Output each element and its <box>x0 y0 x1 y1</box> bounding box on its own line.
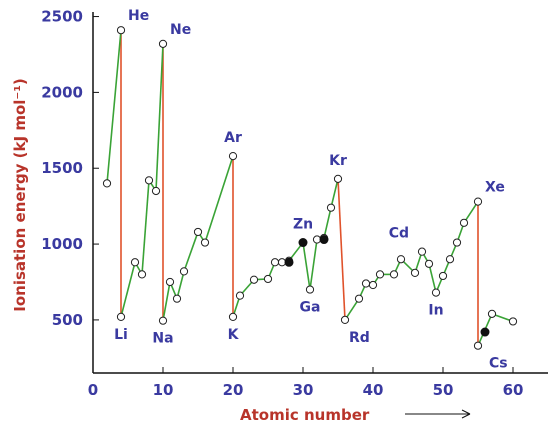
element-label: Ga <box>300 300 321 316</box>
x-tick-label: 50 <box>433 381 454 399</box>
series-segment <box>323 207 332 239</box>
data-point <box>305 285 315 294</box>
series-segment <box>330 178 339 208</box>
data-point <box>158 39 168 48</box>
element-label: Na <box>152 331 173 347</box>
series-segment <box>106 30 122 184</box>
data-point-filled <box>480 327 490 337</box>
series-segment <box>463 201 479 224</box>
x-axis-title: Atomic number <box>240 406 370 424</box>
element-label: Xe <box>485 180 505 196</box>
series-segment <box>176 271 185 299</box>
x-tick-label: 20 <box>223 381 244 399</box>
y-tick-label: 2500 <box>41 8 83 26</box>
data-point <box>151 186 161 196</box>
element-label: Ne <box>170 22 191 38</box>
data-point <box>179 267 189 276</box>
data-point <box>144 176 154 185</box>
element-label: Cd <box>389 226 409 242</box>
element-label: Cs <box>489 356 508 372</box>
series-line <box>106 30 514 347</box>
data-point <box>361 279 371 288</box>
element-label: K <box>228 327 240 343</box>
x-tick-label: 0 <box>88 381 98 399</box>
series-segment <box>309 239 318 290</box>
y-tick-label: 500 <box>52 311 83 329</box>
series-segment <box>141 180 150 275</box>
element-label: Li <box>114 327 128 343</box>
x-tick-label: 40 <box>363 381 384 399</box>
data-point <box>368 280 378 290</box>
x-tick-label: 10 <box>153 381 174 399</box>
drop-segment <box>337 178 346 320</box>
data-point <box>102 179 112 188</box>
data-point <box>228 312 238 321</box>
data-point <box>487 309 497 318</box>
series-segment <box>428 263 437 293</box>
data-point <box>473 197 483 206</box>
data-point-filled <box>319 235 329 245</box>
data-point <box>389 270 399 279</box>
element-label: Ar <box>224 130 242 146</box>
element-labels: He Ne Ar Kr Xe Li Na K Rd Cs Zn Ga Cd In <box>114 8 507 371</box>
x-tick-label: 30 <box>293 381 314 399</box>
data-point <box>116 26 126 35</box>
data-point <box>130 258 140 267</box>
data-point <box>116 312 126 321</box>
data-point <box>228 151 238 161</box>
series-segment <box>183 231 199 272</box>
axes <box>92 12 548 374</box>
data-point <box>235 291 245 300</box>
series-segment <box>204 155 234 243</box>
data-point <box>452 238 462 247</box>
data-point <box>417 247 427 256</box>
data-point <box>249 275 259 284</box>
element-label: He <box>128 8 149 24</box>
data-point <box>165 277 175 287</box>
data-point-filled <box>298 238 308 248</box>
data-point <box>431 288 441 297</box>
data-point <box>158 316 168 325</box>
data-point <box>270 258 280 267</box>
element-label: Rd <box>349 330 370 346</box>
series-segment <box>344 298 360 321</box>
data-point-filled <box>284 257 294 267</box>
series-segment <box>120 262 136 318</box>
y-axis-title: Ionisation energy (kJ mol⁻¹) <box>11 78 29 312</box>
data-point <box>326 203 336 212</box>
element-label: In <box>428 303 443 319</box>
x-tick-label: 60 <box>503 381 524 399</box>
data-point <box>263 274 273 284</box>
y-tick-label: 1000 <box>41 235 83 253</box>
data-point <box>193 227 203 237</box>
data-point <box>508 317 518 326</box>
element-label: Kr <box>329 153 347 169</box>
data-point <box>473 341 483 350</box>
series-segment <box>162 281 171 321</box>
data-point <box>172 294 182 303</box>
x-axis-title-arrowhead <box>461 409 471 419</box>
data-point <box>459 218 469 227</box>
data-point <box>438 271 448 281</box>
data-point <box>396 255 406 264</box>
data-points <box>102 26 518 350</box>
data-point <box>354 294 364 303</box>
y-tick-label: 2000 <box>41 83 83 101</box>
y-tick-label: 1500 <box>41 159 83 177</box>
data-point <box>333 174 343 183</box>
data-point <box>424 259 434 268</box>
drop-lines <box>120 30 479 346</box>
data-point <box>375 270 385 279</box>
series-segment <box>302 242 311 290</box>
data-point <box>340 315 350 325</box>
data-point <box>200 238 210 247</box>
tick-labels: 0 10 20 30 40 50 60 500 1000 1500 2000 2500 <box>41 8 523 399</box>
series-segment <box>155 43 164 192</box>
data-point <box>137 270 147 279</box>
element-label: Zn <box>293 217 313 233</box>
data-point <box>410 268 420 277</box>
data-point <box>445 255 455 264</box>
